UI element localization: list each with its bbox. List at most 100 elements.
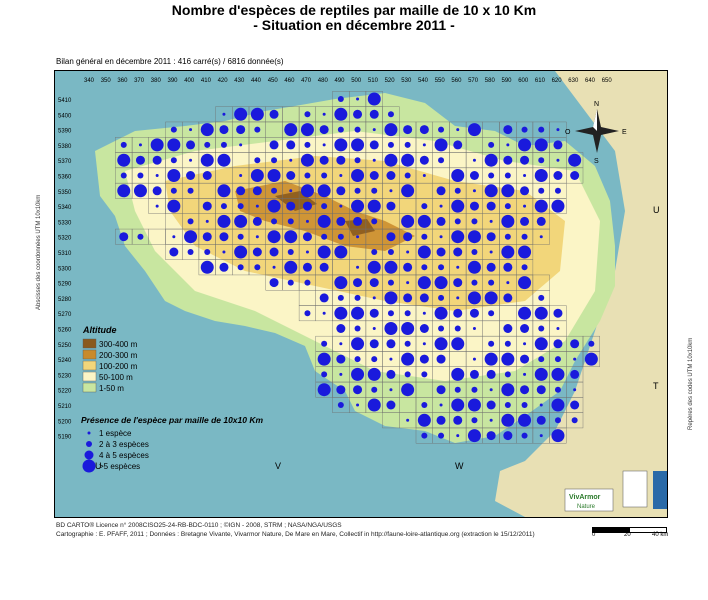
species-dot (469, 369, 479, 379)
species-dot (300, 184, 314, 198)
compass-north: N (594, 101, 599, 108)
x-tick-label: 500 (351, 78, 362, 84)
species-dot (302, 232, 312, 242)
y-tick-label: 5370 (58, 159, 72, 165)
species-dot (422, 311, 426, 315)
species-dot (304, 310, 311, 317)
zone-letter: U (95, 461, 102, 471)
species-dot (284, 260, 298, 274)
x-tick-label: 580 (485, 78, 496, 84)
species-dot (369, 308, 379, 318)
species-dot (553, 308, 563, 318)
x-tick-label: 590 (502, 78, 513, 84)
species-dot (518, 413, 532, 427)
altitude-legend: Altitude 300-400 m 200-300 m 100-200 m 50-1… (82, 325, 138, 393)
species-dot (570, 400, 580, 410)
species-dot (451, 199, 465, 213)
species-dot (489, 219, 493, 223)
species-dot (321, 203, 328, 210)
species-dot (439, 204, 443, 208)
x-axis-ticks: 340 350 360 370 380 390 400 410 420 430 440 450 460 4… (84, 78, 612, 84)
species-dot (434, 337, 448, 351)
x-tick-label: 360 (117, 78, 128, 84)
species-dot (337, 233, 344, 240)
credit-line-1: BD CARTO® Licence n° 2008CISO25-24-RB-BD… (56, 522, 342, 529)
y-tick-label: 5230 (58, 373, 72, 379)
species-dot (520, 354, 530, 364)
altitude-class-label: 100-200 m (99, 362, 138, 371)
x-tick-label: 560 (451, 78, 462, 84)
species-dot (319, 262, 329, 272)
species-dot (551, 429, 565, 443)
species-dot (339, 372, 343, 376)
species-dot (287, 279, 294, 286)
species-dot (538, 294, 545, 301)
presence-class-label: >5 espèces (99, 462, 140, 471)
species-dot (434, 276, 448, 290)
species-dot (271, 218, 278, 225)
species-dot (554, 356, 561, 363)
species-dot (155, 204, 159, 208)
species-dot (518, 306, 532, 320)
y-tick-label: 5270 (58, 312, 72, 318)
species-dot (351, 199, 365, 213)
species-dot (300, 153, 314, 167)
species-dot (434, 138, 448, 152)
species-dot (417, 245, 431, 259)
species-dot (387, 279, 394, 286)
species-dot (518, 138, 532, 152)
credit-line-2: Cartographie : E. PFAFF, 2011 ; Données … (56, 531, 535, 538)
y-tick-label: 5310 (58, 251, 72, 257)
species-dot (553, 339, 563, 349)
species-dot (488, 310, 495, 317)
species-dot (317, 214, 331, 228)
species-dot (523, 372, 527, 376)
species-dot (471, 249, 478, 255)
species-dot (523, 174, 527, 177)
species-dot (503, 125, 513, 135)
species-dot (472, 189, 476, 193)
species-dot (467, 123, 481, 137)
species-dot (255, 204, 259, 208)
species-dot (404, 310, 411, 317)
side-label-left: Abscisses des coordonnées UTM 10x10km (36, 194, 42, 310)
species-dot (384, 260, 398, 274)
species-dot (167, 138, 181, 152)
species-dot (336, 216, 346, 226)
species-dot (486, 400, 496, 410)
species-dot (538, 157, 545, 164)
species-dot (471, 386, 478, 393)
species-dot (304, 279, 311, 286)
y-tick-label: 5220 (58, 389, 72, 395)
species-dot (421, 203, 428, 210)
species-dot (322, 112, 326, 116)
x-tick-label: 510 (368, 78, 379, 84)
species-dot (488, 279, 495, 286)
species-dot (339, 174, 343, 177)
species-dot (304, 141, 311, 148)
species-dot (217, 184, 231, 198)
species-dot (403, 232, 413, 242)
grid-cell (549, 427, 567, 444)
species-dot (451, 230, 465, 244)
species-dot (237, 264, 244, 271)
species-dot (371, 187, 378, 194)
species-dot (369, 339, 379, 349)
species-dot (523, 342, 527, 346)
species-dot (422, 342, 426, 346)
species-dot (489, 418, 493, 422)
species-dot (353, 216, 363, 226)
species-dot (384, 153, 398, 167)
species-dot (336, 354, 346, 364)
species-dot (401, 322, 415, 335)
species-dot (503, 431, 513, 441)
species-dot (401, 383, 415, 397)
species-dot (205, 219, 209, 223)
species-dot (401, 214, 415, 228)
x-tick-label: 440 (251, 78, 262, 84)
species-dot (200, 260, 214, 274)
species-dot (501, 245, 515, 259)
species-dot (484, 153, 498, 167)
species-dot (504, 402, 511, 408)
species-dot (419, 155, 429, 165)
